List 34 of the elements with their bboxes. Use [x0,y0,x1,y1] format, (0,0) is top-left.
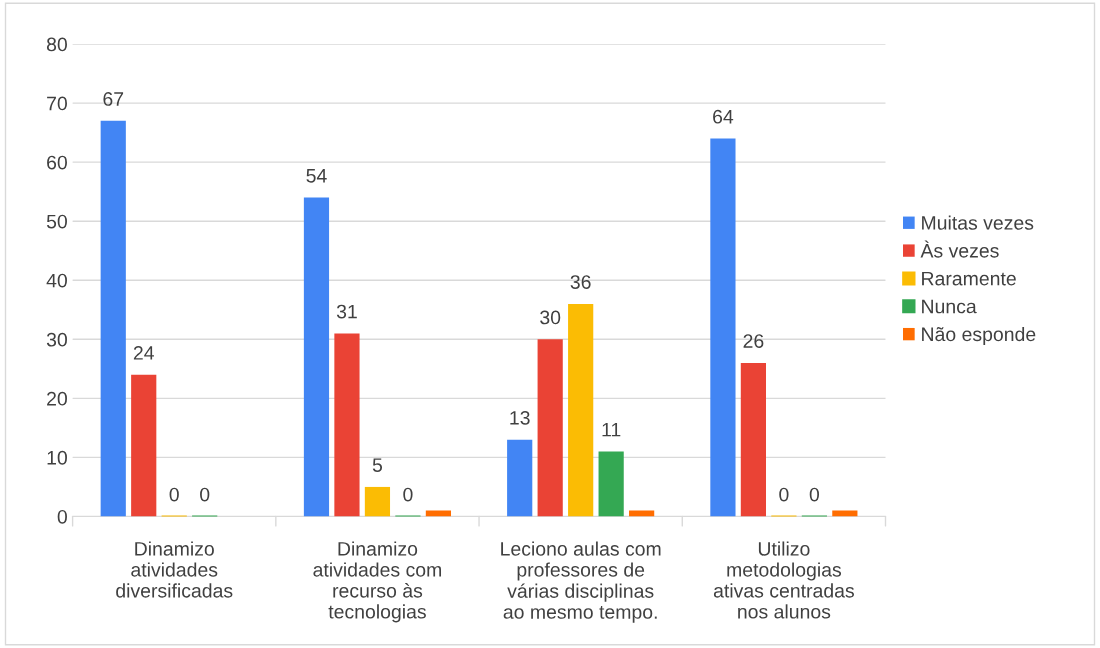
data-label: 26 [743,334,764,348]
y-tick-label: 60 [47,155,67,170]
data-label: 54 [306,169,327,183]
y-tick-label: 40 [46,273,67,288]
data-label: 36 [570,275,591,289]
x-tick-label: Utilizo metodologias ativas centradas nos alunos [713,541,854,619]
y-tick-label: 20 [47,391,67,406]
data-label: 0 [809,487,820,502]
legend-label: Nunca [922,299,977,314]
x-tick-label: Leciono aulas com professores de várias disciplinas ao mesmo tempo. [501,541,661,623]
y-tick-label: 10 [47,450,67,465]
y-tick-label: 70 [47,96,67,111]
data-label: 0 [200,487,210,502]
data-label: 11 [602,422,621,437]
data-label: 0 [779,487,789,502]
data-label: 31 [336,304,357,319]
y-tick-label: 0 [57,509,67,524]
x-tick-label: Dinamizo atividades com recurso às tecnologias [313,541,441,623]
data-label: 5 [372,458,383,472]
data-label: 0 [169,487,179,502]
data-label: 30 [540,310,561,325]
data-label: 0 [403,487,413,502]
data-label: 67 [103,92,124,106]
y-tick-label: 50 [46,214,67,229]
data-label: 13 [510,410,530,425]
legend-label: Raramente [922,271,1016,286]
data-label: 64 [713,109,734,124]
legend-label: Às vezes [920,240,999,258]
y-tick-label: 80 [46,37,67,52]
y-tick-label: 30 [46,332,67,347]
legend-label: Muitas vezes [922,215,1034,230]
x-tick-label: Dinamizo atividades diversificadas [116,541,233,598]
data-label: 24 [133,346,154,360]
legend-label: Não esponde [922,326,1036,346]
